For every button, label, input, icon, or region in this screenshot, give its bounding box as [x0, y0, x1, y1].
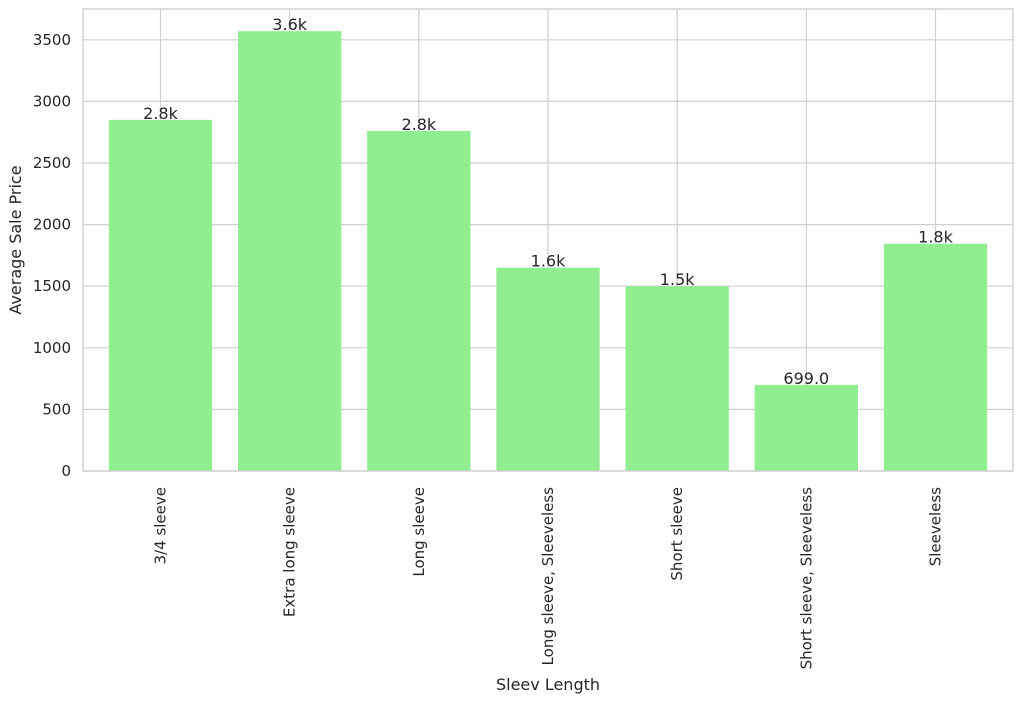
y-tick-label: 3500 [33, 31, 71, 49]
x-tick-label: Short sleeve, Sleeveless [797, 487, 815, 670]
bar [883, 243, 988, 471]
x-tick-labels: 3/4 sleeve Extra long sleeve Long sleeve Lo… [152, 487, 945, 670]
x-tick-label: Extra long sleeve [281, 487, 299, 617]
y-tick-label: 2000 [33, 216, 71, 234]
bar-value-label: 2.8k [143, 104, 178, 123]
y-axis-label: Average Sale Price [6, 165, 25, 314]
y-tick-label: 500 [42, 400, 71, 418]
x-tick-label: Long sleeve, Sleeveless [539, 487, 557, 666]
x-tick-label: Sleeveless [927, 487, 945, 566]
x-tick-label: Short sleeve [668, 487, 686, 581]
x-tick-label: 3/4 sleeve [152, 487, 170, 564]
bar-value-label: 1.8k [918, 228, 953, 247]
bar-value-label: 1.5k [660, 270, 695, 289]
bar [625, 286, 729, 471]
y-tick-label: 0 [61, 462, 71, 480]
y-tick-label: 3000 [33, 92, 71, 110]
x-axis-label: Sleev Length [496, 675, 600, 694]
value-labels: 2.8k 3.6k 2.8k 1.6k 1.5k 699.0 1.8k [143, 15, 953, 388]
bar-value-label: 3.6k [272, 15, 307, 34]
y-tick-labels: 0 500 1000 1500 2000 2500 3000 3500 [33, 31, 71, 480]
bar [367, 130, 471, 471]
bar-value-label: 2.8k [401, 115, 436, 134]
bar [496, 267, 600, 471]
bar [108, 119, 213, 471]
plot-frame [82, 8, 1014, 472]
x-tick-label: Long sleeve [410, 487, 428, 577]
bar-value-label: 1.6k [531, 252, 566, 271]
y-tick-label: 1000 [33, 339, 71, 357]
y-tick-label: 2500 [33, 154, 71, 172]
bar [754, 384, 858, 471]
y-tick-label: 1500 [33, 277, 71, 295]
bars [108, 31, 988, 472]
bar [238, 31, 342, 472]
bar-value-label: 699.0 [783, 369, 829, 388]
